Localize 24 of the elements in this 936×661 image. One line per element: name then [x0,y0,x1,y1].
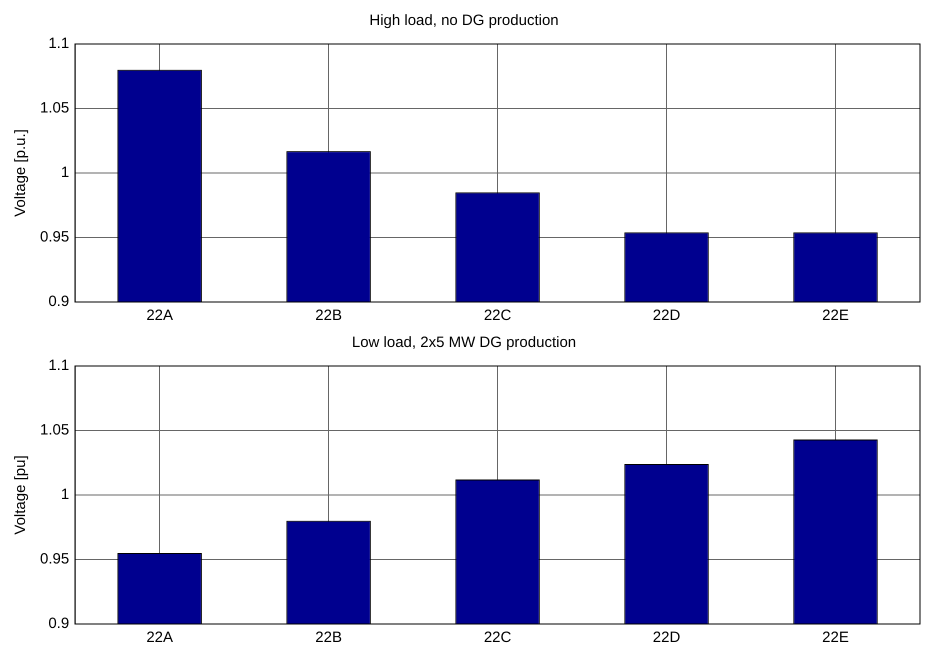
y-tick-label: 1.1 [48,35,70,52]
y-axis-title: Voltage [pu] [12,455,30,535]
y-tick-label: 1.05 [40,100,70,117]
y-axis-title: Voltage [p.u.] [12,129,30,217]
y-tick-label: 1 [60,486,70,504]
x-tick-label: 22E [822,307,849,324]
x-tick-label: 22D [652,629,680,646]
x-tick-label: 22D [652,307,680,324]
x-tick-label: 22E [822,629,849,646]
chart-title: Low load, 2x5 MW DG production [352,334,576,352]
x-tick-label: 22A [146,629,174,646]
y-tick-label: 0.95 [40,228,70,246]
x-tick-label: 22C [484,307,512,324]
y-tick-label: 1.1 [48,357,70,374]
y-tick-label: 0.95 [40,550,70,568]
x-tick-label: 22A [146,307,174,324]
x-tick-label: 22B [315,307,342,324]
x-tick-label: 22C [484,629,512,646]
x-tick-label: 22B [315,629,342,646]
y-tick-label: 0.9 [48,615,70,632]
y-tick-label: 0.9 [48,293,70,310]
y-tick-label: 1 [60,164,70,182]
chart-title: High load, no DG production [369,12,559,30]
y-tick-label: 1.05 [40,422,70,439]
